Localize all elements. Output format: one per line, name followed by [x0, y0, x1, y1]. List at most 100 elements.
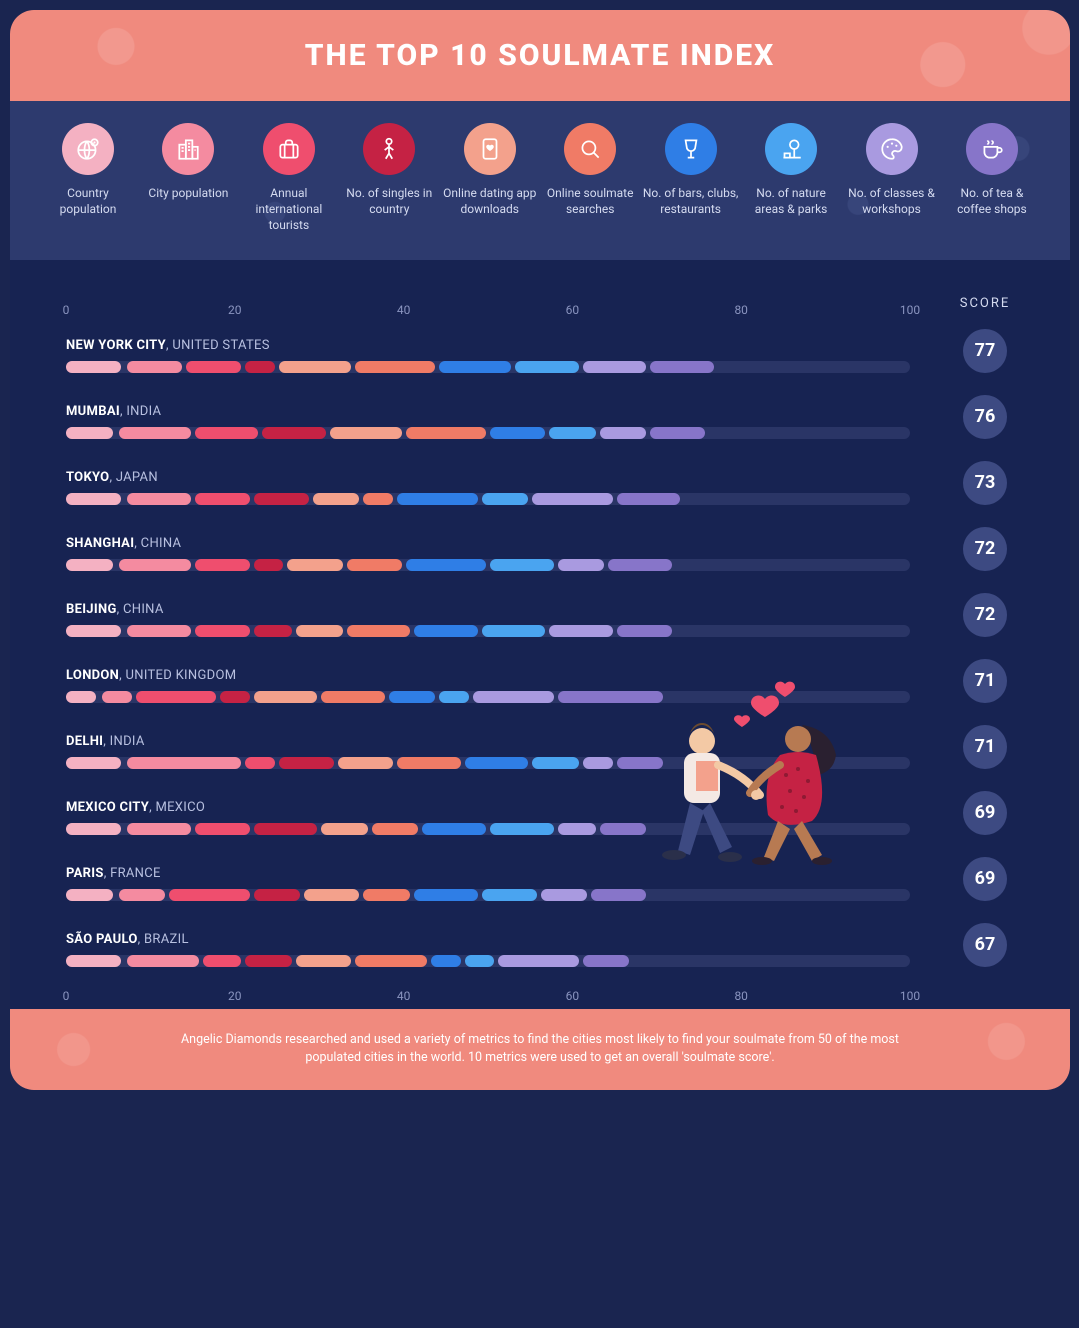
legend-label: Online soulmate searches: [542, 185, 638, 217]
city-row: NEW YORK CITY, UNITED STATES77: [66, 329, 1030, 373]
bar-column: SÃO PAULO, BRAZIL: [66, 932, 910, 967]
bar-segment: [482, 493, 529, 505]
bar-segment: [397, 493, 477, 505]
city-row: PARIS, FRANCE 69: [66, 857, 1030, 901]
country-name: , CHINA: [134, 536, 181, 551]
bar-segment: [347, 625, 411, 637]
suitcase-icon: [263, 123, 315, 175]
bar-segment: [439, 361, 511, 373]
x-axis-top: 020406080100 SCORE: [66, 296, 1030, 311]
bar-segment: [195, 493, 250, 505]
legend-label: City population: [148, 185, 228, 201]
bar-segment: [321, 823, 368, 835]
axis-tick: 80: [734, 989, 748, 1003]
bar-segment: [245, 757, 275, 769]
bar-segment: [583, 955, 630, 967]
score-badge: 71: [963, 725, 1007, 769]
bar-segment: [482, 625, 546, 637]
bar-segment: [245, 361, 275, 373]
bar-segment: [66, 559, 113, 571]
city-name: TOKYO: [66, 470, 109, 485]
bar-segment: [245, 955, 292, 967]
score-badge: 69: [963, 857, 1007, 901]
bar-segment: [119, 427, 191, 439]
bar-segment: [66, 691, 96, 703]
bar-track: [66, 955, 910, 967]
bar-segment: [136, 691, 216, 703]
bar-track: [66, 757, 910, 769]
score-column: 69: [940, 791, 1030, 835]
city-row: TOKYO, JAPAN73: [66, 461, 1030, 505]
chart-area: 020406080100 SCORE NEW YORK CITY, UNITED…: [10, 260, 1070, 1009]
bar-segment: [127, 757, 241, 769]
bar-segment: [558, 559, 605, 571]
coffee-icon: [966, 123, 1018, 175]
score-column: 69: [940, 857, 1030, 901]
wineglass-icon: [665, 123, 717, 175]
bar-segment: [515, 361, 579, 373]
city-name: NEW YORK CITY: [66, 338, 166, 353]
axis-tick: 20: [228, 303, 242, 317]
axis-tick: 60: [566, 303, 580, 317]
legend-item: No. of singles in country: [341, 123, 437, 234]
legend-label: No. of classes & workshops: [844, 185, 940, 217]
bar-segment: [262, 427, 326, 439]
bar-segment: [195, 625, 250, 637]
bar-segment: [650, 427, 705, 439]
legend-item: No. of bars, clubs, restaurants: [643, 123, 739, 234]
bar-segment: [482, 889, 537, 901]
bar-segment: [363, 889, 410, 901]
bar-column: MEXICO CITY, MEXICO: [66, 800, 910, 835]
bar-track: [66, 559, 910, 571]
bar-segment: [254, 691, 318, 703]
country-name: , FRANCE: [104, 866, 161, 881]
city-row: MUMBAI, INDIA76: [66, 395, 1030, 439]
bar-column: MUMBAI, INDIA: [66, 404, 910, 439]
bar-column: NEW YORK CITY, UNITED STATES: [66, 338, 910, 373]
score-badge: 72: [963, 593, 1007, 637]
bar-segment: [439, 691, 469, 703]
score-badge: 69: [963, 791, 1007, 835]
legend-label: No. of nature areas & parks: [743, 185, 839, 217]
legend-label: Annual international tourists: [241, 185, 337, 234]
bar-segment: [66, 955, 121, 967]
city-label: BEIJING, CHINA: [66, 602, 910, 617]
legend-label: No. of tea & coffee shops: [944, 185, 1040, 217]
score-badge: 72: [963, 527, 1007, 571]
country-name: , MEXICO: [149, 800, 205, 815]
city-label: PARIS, FRANCE: [66, 866, 910, 881]
country-name: , INDIA: [120, 404, 161, 419]
score-badge: 67: [963, 923, 1007, 967]
country-name: , JAPAN: [109, 470, 157, 485]
bar-segment: [338, 757, 393, 769]
bar-segment: [127, 493, 191, 505]
axis-tick: 0: [63, 989, 70, 1003]
bar-segment: [296, 625, 343, 637]
bar-track: [66, 823, 910, 835]
legend-item: City population: [140, 123, 236, 234]
legend-item: No. of classes & workshops: [844, 123, 940, 234]
score-column: 71: [940, 725, 1030, 769]
legend-label: No. of singles in country: [341, 185, 437, 217]
bar-segment: [490, 427, 545, 439]
city-name: PARIS: [66, 866, 104, 881]
bar-segment: [66, 361, 121, 373]
bar-segment: [66, 889, 113, 901]
bar-segment: [254, 559, 284, 571]
bar-segment: [119, 889, 166, 901]
bar-segment: [558, 823, 596, 835]
city-label: TOKYO, JAPAN: [66, 470, 910, 485]
bar-segment: [254, 625, 292, 637]
city-name: MUMBAI: [66, 404, 120, 419]
city-label: MEXICO CITY, MEXICO: [66, 800, 910, 815]
city-label: MUMBAI, INDIA: [66, 404, 910, 419]
bar-segment: [406, 427, 486, 439]
phone-heart-icon: [464, 123, 516, 175]
header-band: THE TOP 10 SOULMATE INDEX: [10, 10, 1070, 101]
bar-segment: [414, 889, 478, 901]
person-icon: [363, 123, 415, 175]
axis-tick: 20: [228, 989, 242, 1003]
bar-segment: [465, 955, 495, 967]
city-row: DELHI, INDIA71: [66, 725, 1030, 769]
palette-icon: [866, 123, 918, 175]
